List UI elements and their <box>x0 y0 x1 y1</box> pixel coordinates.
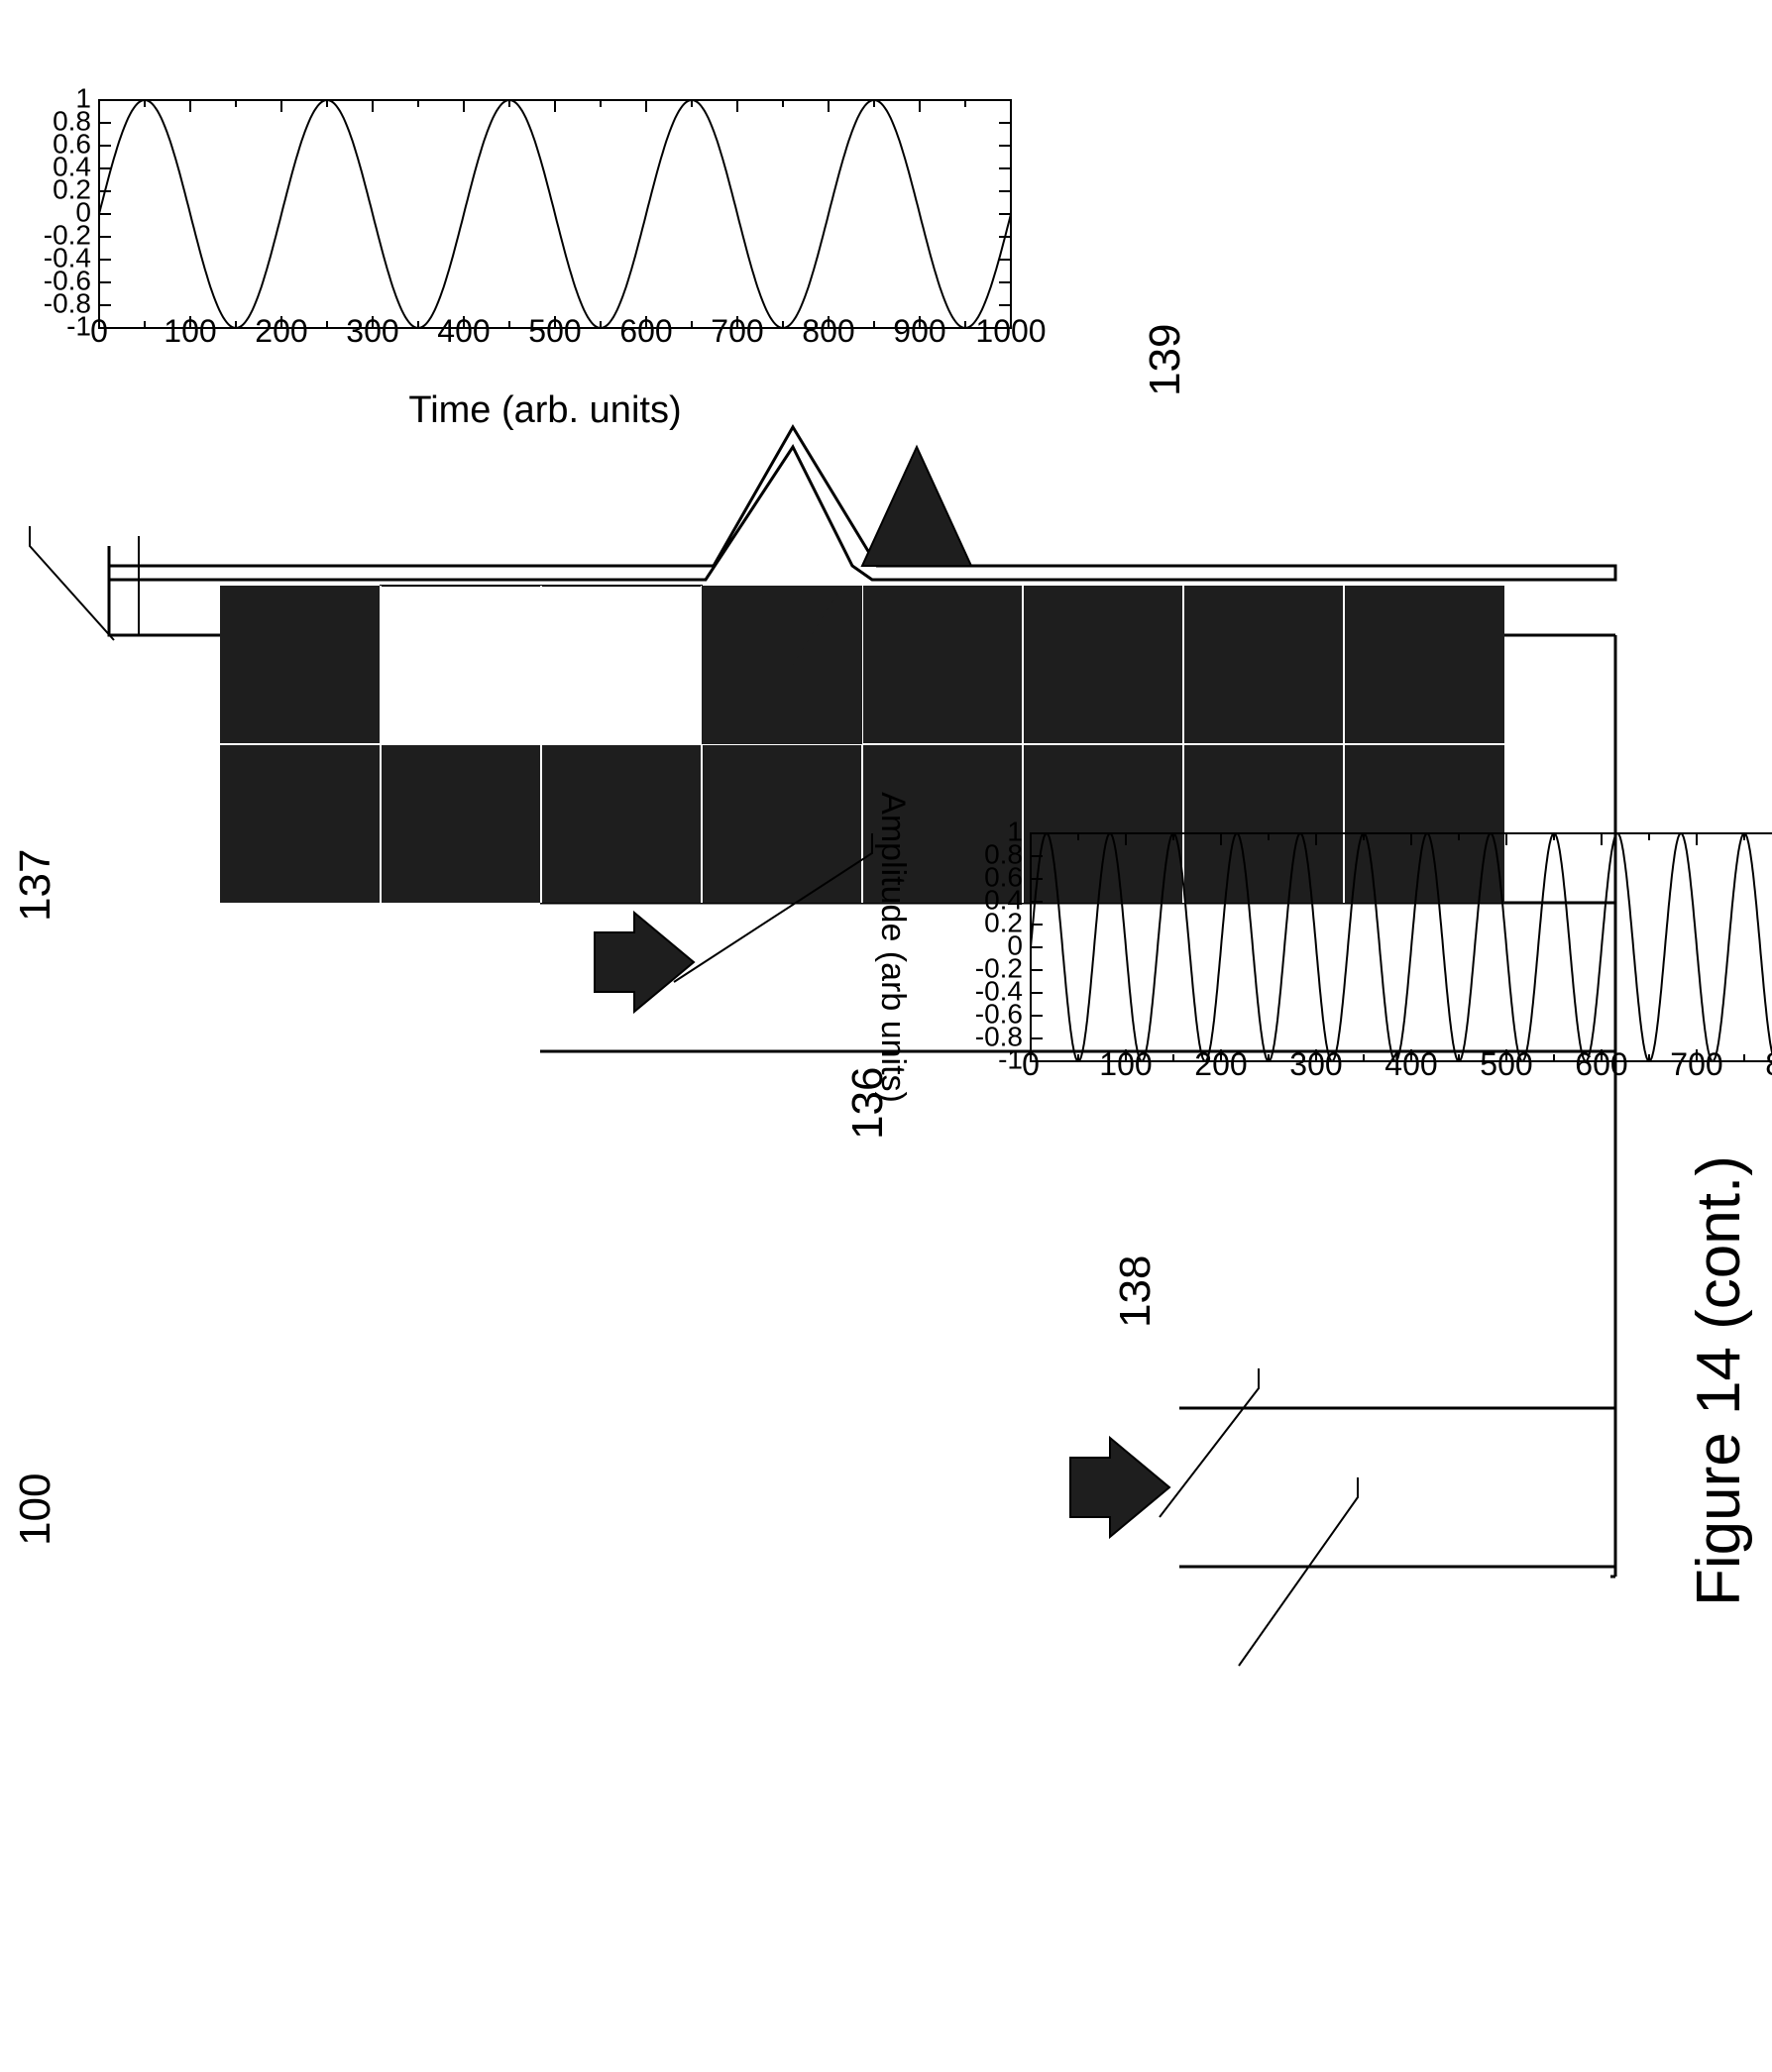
arrow-lower <box>1069 1435 1171 1540</box>
spike-dark <box>860 444 973 567</box>
x-tick-label: 300 <box>346 313 398 349</box>
y-axis-label: Amplitude (arb units) <box>874 792 912 1103</box>
cell <box>381 744 541 903</box>
cell <box>1344 586 1504 744</box>
y-tick-label: -0.8 <box>975 1021 1023 1051</box>
upper-plot: 0 100 200 300 400 500 600 700 800 900 100010.80.60… <box>44 82 1047 431</box>
cell <box>1023 744 1183 903</box>
y-tick-label: -1 <box>66 310 91 341</box>
cell <box>541 744 702 903</box>
cell-empty <box>540 585 703 745</box>
ref-label-100: 100 <box>11 1473 59 1546</box>
x-tick-label: 300 <box>1289 1046 1342 1082</box>
x-tick-label: 500 <box>528 313 581 349</box>
y-tick-label: 1 <box>75 82 91 113</box>
device-structure <box>107 424 1617 1579</box>
x-tick-label: 100 <box>1099 1046 1152 1082</box>
cell <box>1183 744 1344 903</box>
y-tick-label: -0.6 <box>44 265 91 295</box>
x-tick-label: 700 <box>711 313 763 349</box>
ref-label-136: 136 <box>843 1067 892 1140</box>
x-tick-label: 200 <box>255 313 307 349</box>
x-axis-label: Time (arb. units) <box>408 389 681 431</box>
y-tick-label: 0.2 <box>984 907 1023 937</box>
ref-label-139: 139 <box>1141 324 1189 396</box>
x-tick-label: 800 <box>1765 1046 1772 1082</box>
cell <box>1183 586 1344 744</box>
x-tick-label: 600 <box>619 313 672 349</box>
cell <box>1344 744 1504 903</box>
y-tick-label: -1 <box>998 1043 1023 1074</box>
x-tick-label: 500 <box>1480 1046 1532 1082</box>
wedge-tip <box>107 424 1617 582</box>
x-tick-label: 900 <box>893 313 945 349</box>
leader-139 <box>1238 1477 1359 1667</box>
y-tick-label: 0.8 <box>53 105 91 136</box>
x-tick-label: 400 <box>1384 1046 1437 1082</box>
y-tick-label: 0.8 <box>984 838 1023 869</box>
y-tick-label: 1 <box>1007 816 1023 846</box>
y-tick-label: -0.6 <box>975 998 1023 1029</box>
cell-column-outer <box>220 744 1504 903</box>
y-tick-label: -0.2 <box>44 219 91 250</box>
x-tick-label: 700 <box>1670 1046 1722 1082</box>
ref-label-138: 138 <box>1111 1255 1160 1328</box>
y-tick-label: -0.2 <box>975 952 1023 983</box>
y-tick-label: 0.6 <box>53 128 91 159</box>
y-tick-label: 0 <box>1007 929 1023 960</box>
x-tick-label: 100 <box>164 313 216 349</box>
cell <box>862 744 1023 903</box>
ref-label-137: 137 <box>11 849 59 922</box>
y-tick-label: -0.4 <box>44 242 91 273</box>
wedge-dark <box>702 586 862 744</box>
arrow-upper <box>594 910 696 1015</box>
x-tick-label: 1000 <box>975 313 1046 349</box>
leader-lines <box>29 526 1359 1667</box>
cell <box>702 744 862 903</box>
x-tick-label: 800 <box>802 313 854 349</box>
y-tick-label: -0.8 <box>44 287 91 318</box>
lower-plot: 0100200300400500600700800900100010.80.60… <box>874 792 1772 1103</box>
cell-empty <box>380 585 542 745</box>
y-tick-label: 0.4 <box>53 151 91 181</box>
y-tick-label: 0.6 <box>984 861 1023 892</box>
cell <box>220 744 381 903</box>
y-tick-label: 0 <box>75 196 91 227</box>
cell <box>862 586 1023 744</box>
x-tick-label: 200 <box>1194 1046 1247 1082</box>
caption: Figure 14 (cont.) <box>1685 1155 1753 1606</box>
cell <box>1023 586 1183 744</box>
leader-138 <box>1159 1368 1260 1518</box>
leader-100 <box>29 526 115 641</box>
cell <box>220 586 381 744</box>
series-line-0-0 <box>98 98 1012 330</box>
x-tick-label: 400 <box>437 313 490 349</box>
x-tick-label: 600 <box>1575 1046 1627 1082</box>
x-tick-label: 0 <box>1022 1046 1040 1082</box>
series-line-1-0 <box>1030 831 1772 1063</box>
x-tick-label: 0 <box>90 313 108 349</box>
y-tick-label: 0.2 <box>53 173 91 204</box>
y-tick-label: -0.4 <box>975 975 1023 1006</box>
leader-136 <box>673 833 873 983</box>
y-tick-label: 0.4 <box>984 884 1023 915</box>
